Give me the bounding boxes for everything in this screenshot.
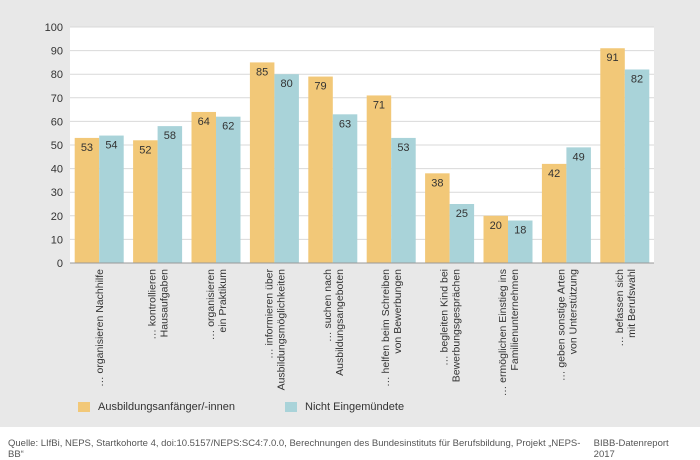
bar (216, 116, 241, 264)
y-tick-label: 10 (51, 234, 63, 246)
y-tick-label: 90 (51, 46, 63, 58)
x-tick-label-line: … ermöglichen Einstieg ins (497, 269, 509, 396)
data-label: 63 (339, 118, 351, 130)
x-tick-label: … befassen sich mit Berufswahl (614, 269, 638, 347)
data-label: 42 (548, 168, 560, 180)
bar (600, 48, 625, 263)
legend-item-series-1: Ausbildungsanfänger/-innen (78, 401, 235, 413)
bar (332, 114, 358, 263)
y-tick-label: 60 (51, 116, 63, 128)
x-tick-label-line: … suchen nach (322, 269, 334, 342)
x-tick-label-line: … geben sonstige Arten (555, 269, 567, 381)
data-label: 82 (631, 73, 643, 85)
data-label: 20 (490, 220, 502, 232)
bar (74, 137, 100, 263)
x-tick-label-line: Familienunternehmen (509, 269, 521, 371)
data-label: 49 (573, 151, 585, 163)
bar (425, 173, 450, 263)
x-tick-label: … ermöglichen Einstieg ins Familienuntern… (497, 269, 521, 396)
x-tick-label-line: von Unterstützung (567, 269, 579, 354)
x-tick-label: … begleiten Kind bei Bewerbungsgesprächen (439, 269, 463, 382)
x-tick-label-line: Ausbildungsangeboten (334, 269, 346, 376)
bar (391, 137, 416, 263)
legend-swatch-series-1 (78, 402, 90, 412)
bar (566, 147, 591, 263)
x-tick-label-line: ein Praktikum (217, 269, 229, 333)
y-tick-label: 80 (51, 69, 63, 81)
bar (157, 126, 183, 264)
y-tick-label: 20 (51, 211, 63, 223)
data-label: 79 (314, 81, 326, 93)
footer: Quelle: LIfBi, NEPS, Startkohorte 4, doi… (8, 438, 692, 460)
x-tick-label-line: … begleiten Kind bei (439, 269, 451, 366)
bar (449, 204, 475, 263)
x-tick-label-line: Ausbildungsmöglichkeiten (275, 269, 287, 391)
bar (366, 95, 392, 263)
y-tick-label: 100 (45, 22, 63, 34)
data-label: 18 (514, 225, 526, 237)
y-tick-label: 0 (57, 258, 63, 270)
y-tick-label: 30 (51, 187, 63, 199)
legend-label-series-1: Ausbildungsanfänger/-innen (98, 401, 235, 413)
y-tick-label: 70 (51, 93, 63, 105)
legend: Ausbildungsanfänger/-innen Nicht Eingemü… (78, 399, 454, 415)
bar (624, 69, 650, 263)
data-label: 25 (456, 208, 468, 220)
data-label: 54 (105, 140, 117, 152)
x-tick-label: … organisieren Nachhilfe (94, 269, 106, 387)
x-tick-label: … geben sonstige Arten von Unterstützung (555, 269, 579, 381)
bar (541, 163, 567, 263)
data-label: 53 (81, 142, 93, 154)
bar (249, 62, 275, 264)
bar (191, 111, 216, 264)
x-tick-label-line: … organisieren (205, 269, 217, 340)
data-label: 91 (606, 52, 618, 64)
data-label: 71 (373, 99, 385, 111)
x-tick-label: … informieren über Ausbildungsmöglichkeit… (263, 269, 287, 391)
data-label: 52 (139, 144, 151, 156)
bar (274, 74, 299, 263)
data-label: 38 (431, 177, 443, 189)
x-tick-label: … kontrollieren Hausaufgaben (147, 269, 171, 340)
data-label: 64 (198, 116, 210, 128)
data-label: 62 (222, 121, 234, 133)
x-tick-label: … organisieren ein Praktikum (205, 269, 229, 340)
x-tick-label-line: mit Berufswahl (626, 269, 638, 338)
bar (508, 220, 533, 263)
bar-chart: 0 10 20 30 40 50 60 70 80 90 100 53 54 … organisieren… (45, 22, 654, 396)
x-tick-label: … helfen beim Schreiben von Bewerbungen (380, 269, 404, 387)
x-tick-label-line: … informieren über (263, 269, 275, 359)
x-tick-label-line: von Bewerbungen (392, 269, 404, 354)
x-tick-label-line: Bewerbungsgesprächen (451, 269, 463, 382)
x-tick-label-line: Hausaufgaben (159, 269, 171, 337)
x-tick-label-line: … kontrollieren (147, 269, 159, 340)
legend-swatch-series-2 (285, 402, 297, 412)
data-label: 85 (256, 66, 268, 78)
y-tick-label: 50 (51, 140, 63, 152)
data-label: 80 (281, 78, 293, 90)
legend-label-series-2: Nicht Eingemündete (305, 401, 405, 413)
bar (133, 140, 158, 263)
bar (308, 76, 333, 263)
source-note: Quelle: LIfBi, NEPS, Startkohorte 4, doi… (8, 438, 581, 460)
data-label: 58 (164, 130, 176, 142)
x-tick-label: … suchen nach Ausbildungsangeboten (322, 269, 346, 376)
bar (483, 215, 508, 263)
report-name: BIBB-Datenreport 2017 (593, 438, 669, 460)
x-tick-label-line: … befassen sich (614, 269, 626, 347)
y-tick-label: 40 (51, 164, 63, 176)
legend-item-series-2: Nicht Eingemündete (285, 401, 404, 413)
x-tick-label-line: … organisieren Nachhilfe (94, 269, 106, 387)
bar (99, 135, 124, 263)
x-tick-label-line: … helfen beim Schreiben (380, 269, 392, 387)
data-label: 53 (397, 142, 409, 154)
